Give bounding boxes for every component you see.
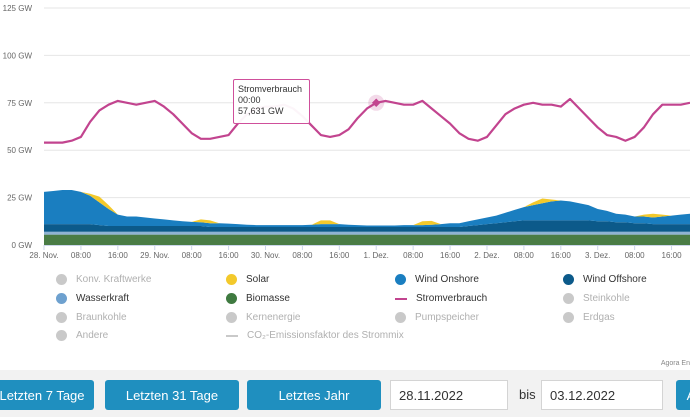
area-wind-offshore xyxy=(44,220,690,232)
legend-dot-icon xyxy=(56,330,67,341)
legend-item-wind-offshore[interactable]: Wind Offshore xyxy=(563,274,647,285)
x-tick-label: 16:00 xyxy=(551,251,572,260)
tooltip: Stromverbrauch 00:00 57,631 GW xyxy=(233,79,310,124)
legend-dot-icon xyxy=(226,293,237,304)
legend-dot-icon xyxy=(226,274,237,285)
y-tick-label: 100 GW xyxy=(3,51,33,60)
legend-label: Biomasse xyxy=(246,293,290,304)
legend-item-pumpspeicher[interactable]: Pumpspeicher xyxy=(395,312,479,323)
stacked-areas xyxy=(44,190,690,245)
last-7-days-button[interactable]: Letzten 7 Tage xyxy=(0,380,94,410)
legend-label: Andere xyxy=(76,330,109,341)
area-biomasse xyxy=(44,234,690,245)
y-tick-label: 0 GW xyxy=(12,241,33,250)
legend-dot-icon xyxy=(56,274,67,285)
x-tick-label: 08:00 xyxy=(625,251,646,260)
legend-label: Wind Offshore xyxy=(583,274,647,285)
legend-item-kernenergie[interactable]: Kernenergie xyxy=(226,312,300,323)
legend-dot-icon xyxy=(563,274,574,285)
area-wasserkraft xyxy=(44,231,690,235)
area-wind-onshore xyxy=(44,190,690,227)
x-tick-label: 3. Dez. xyxy=(585,251,610,260)
legend-item-konv-kraftwerke[interactable]: Konv. Kraftwerke xyxy=(56,274,151,285)
legend-item-biomasse[interactable]: Biomasse xyxy=(226,293,290,304)
x-tick-label: 1. Dez. xyxy=(364,251,389,260)
tooltip-time: 00:00 xyxy=(238,95,261,105)
legend-label: CO₂-Emissionsfaktor des Strommix xyxy=(247,330,404,341)
x-tick-label: 08:00 xyxy=(182,251,203,260)
last-year-button[interactable]: Letztes Jahr xyxy=(247,380,381,410)
y-tick-label: 75 GW xyxy=(7,99,32,108)
marker-point xyxy=(371,98,381,108)
x-tick-label: 08:00 xyxy=(403,251,424,260)
tooltip-value: 57,631 GW xyxy=(238,106,284,116)
energy-chart: 0 GW 25 GW 50 GW 75 GW 100 GW 125 GW 28. Nov.… xyxy=(3,4,690,260)
y-tick-label: 50 GW xyxy=(7,146,32,155)
chart-legend: Konv. Kraftwerke Solar Wind Onshore Wind Of… xyxy=(0,268,690,348)
legend-line-icon xyxy=(226,334,238,337)
legend-label: Pumpspeicher xyxy=(415,312,479,323)
date-to-input[interactable]: 03.12.2022 xyxy=(541,380,663,410)
legend-label: Wasserkraft xyxy=(76,293,129,304)
legend-dot-icon xyxy=(226,312,237,323)
consumption-line xyxy=(44,97,690,144)
tooltip-title: Stromverbrauch xyxy=(238,84,303,94)
legend-item-co-emissionsfaktor-des-strommix[interactable]: CO₂-Emissionsfaktor des Strommix xyxy=(226,330,404,341)
x-tick-label: 16:00 xyxy=(440,251,461,260)
y-tick-label: 125 GW xyxy=(3,4,33,13)
controls-bar: Letzten 7 Tage Letzten 31 Tage Letztes J… xyxy=(0,370,690,417)
credit-text: Agora En xyxy=(660,360,690,367)
legend-item-wind-onshore[interactable]: Wind Onshore xyxy=(395,274,479,285)
legend-label: Wind Onshore xyxy=(415,274,479,285)
legend-item-steinkohle[interactable]: Steinkohle xyxy=(563,293,630,304)
y-axis-labels: 0 GW 25 GW 50 GW 75 GW 100 GW 125 GW xyxy=(3,4,33,250)
legend-label: Stromverbrauch xyxy=(416,293,488,304)
legend-item-wasserkraft[interactable]: Wasserkraft xyxy=(56,293,129,304)
legend-item-braunkohle[interactable]: Braunkohle xyxy=(56,312,127,323)
bis-label: bis xyxy=(519,387,536,402)
legend-dot-icon xyxy=(395,312,406,323)
apply-button[interactable]: A xyxy=(676,380,690,410)
legend-label: Steinkohle xyxy=(583,293,630,304)
legend-dot-icon xyxy=(395,274,406,285)
legend-item-andere[interactable]: Andere xyxy=(56,330,108,341)
legend-dot-icon xyxy=(56,293,67,304)
x-tick-label: 08:00 xyxy=(514,251,535,260)
legend-item-stromverbrauch[interactable]: Stromverbrauch xyxy=(395,293,487,304)
legend-dot-icon xyxy=(563,293,574,304)
legend-item-solar[interactable]: Solar xyxy=(226,274,269,285)
x-tick-label: 29. Nov. xyxy=(140,251,169,260)
x-tick-label: 28. Nov. xyxy=(29,251,58,260)
x-axis: 28. Nov. 08:00 16:00 29. Nov. 08:00 16:00 30. … xyxy=(29,245,690,260)
legend-label: Erdgas xyxy=(583,312,615,323)
x-tick-label: 16:00 xyxy=(219,251,240,260)
x-tick-label: 08:00 xyxy=(71,251,92,260)
last-31-days-button[interactable]: Letzten 31 Tage xyxy=(105,380,239,410)
legend-dot-icon xyxy=(56,312,67,323)
x-tick-label: 16:00 xyxy=(329,251,350,260)
legend-label: Solar xyxy=(246,274,270,285)
legend-item-erdgas[interactable]: Erdgas xyxy=(563,312,615,323)
x-tick-label: 30. Nov. xyxy=(251,251,280,260)
stromverbrauch-line xyxy=(44,97,690,144)
x-tick-label: 16:00 xyxy=(662,251,683,260)
date-from-input[interactable]: 28.11.2022 xyxy=(390,380,508,410)
x-tick-label: 16:00 xyxy=(108,251,129,260)
y-tick-label: 25 GW xyxy=(7,194,32,203)
legend-line-icon xyxy=(395,297,407,300)
legend-dot-icon xyxy=(563,312,574,323)
tooltip-marker xyxy=(368,94,385,111)
legend-label: Braunkohle xyxy=(76,312,127,323)
legend-label: Kernenergie xyxy=(246,312,301,323)
legend-label: Konv. Kraftwerke xyxy=(76,274,152,285)
x-tick-label: 2. Dez. xyxy=(474,251,499,260)
x-tick-label: 08:00 xyxy=(292,251,313,260)
